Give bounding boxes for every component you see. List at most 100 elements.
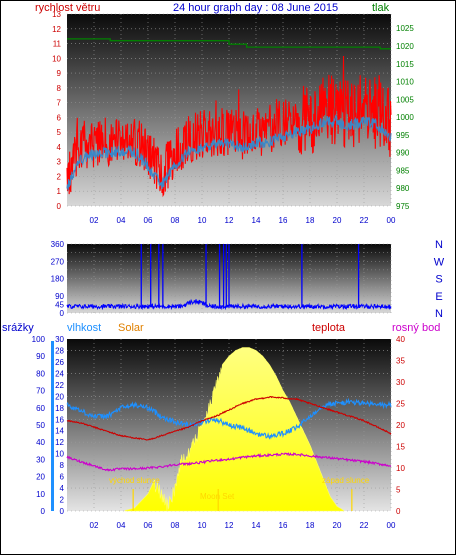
time-tick-label: 04	[117, 216, 126, 225]
pressure-tick-label: 1000	[396, 113, 414, 122]
rain-tick-label: 40	[36, 438, 45, 447]
wind-speed-tick-label: 12	[52, 25, 61, 34]
time-tick-label: 10	[198, 216, 207, 225]
pressure-series	[67, 38, 391, 50]
rain-tick-label: 10	[36, 490, 45, 499]
wind-speed-tick-label: 10	[52, 54, 61, 63]
wind-speed-line	[66, 55, 392, 198]
humidity-tick-label: 6	[60, 473, 65, 482]
temperature-tick-label: 10	[396, 464, 405, 473]
time-tick-label: 12	[225, 216, 234, 225]
cardinal-direction-label: N	[435, 239, 443, 251]
sunrise-label: východ slunce	[109, 476, 160, 485]
time-tick-label: 08	[171, 216, 180, 225]
time-tick-label: 00	[387, 216, 396, 225]
humidity-tick-label: 30	[55, 335, 64, 344]
sunset-label: západ slunce	[322, 476, 370, 485]
wind-direction-series	[66, 244, 392, 311]
direction-tick-label: 45	[55, 300, 64, 309]
temperature-tick-label: 15	[396, 443, 405, 452]
rain-tick-label: 100	[32, 335, 46, 344]
time-tick-label: 06	[144, 216, 153, 225]
time-tick-label: 16	[279, 521, 288, 530]
dewpoint-axis-title: rosný bod	[392, 322, 440, 334]
humidity-tick-label: 26	[55, 358, 64, 367]
rain-axis-title: srážky	[2, 322, 34, 334]
pressure-tick-label: 1005	[396, 95, 414, 104]
humidity-tick-label: 24	[55, 369, 64, 378]
wind-speed-axis-title: rychlost větru	[35, 2, 100, 14]
time-tick-label: 16	[279, 216, 288, 225]
direction-tick-label: 0	[60, 309, 65, 318]
rain-tick-label: 80	[36, 369, 45, 378]
time-tick-label: 08	[171, 521, 180, 530]
pressure-tick-label: 980	[396, 184, 410, 193]
rain-tick-label: 70	[36, 387, 45, 396]
temperature-tick-label: 0	[396, 507, 401, 516]
humidity-tick-label: 12	[55, 438, 64, 447]
time-tick-label: 02	[90, 216, 99, 225]
wind-speed-tick-label: 1	[57, 187, 62, 196]
rain-tick-label: 50	[36, 421, 45, 430]
temperature-line	[66, 396, 392, 441]
wind-speed-tick-label: 6	[57, 113, 62, 122]
temperature-axes: 0102030405060708090100024681012141618202…	[32, 335, 406, 530]
dewpoint-line	[66, 452, 392, 472]
rain-tick-label: 30	[36, 455, 45, 464]
wind-direction-line	[66, 298, 392, 311]
direction-tick-label: 90	[55, 292, 64, 301]
time-tick-label: 20	[333, 216, 342, 225]
time-tick-label: 22	[360, 216, 369, 225]
rain-gauge-bar	[51, 341, 54, 511]
cardinal-direction-label: S	[435, 274, 442, 286]
rain-tick-label: 20	[36, 473, 45, 482]
humidity-tick-label: 4	[60, 484, 65, 493]
humidity-tick-label: 0	[60, 507, 65, 516]
time-tick-label: 06	[144, 521, 153, 530]
time-tick-label: 10	[198, 521, 207, 530]
time-tick-label: 14	[252, 216, 261, 225]
temperature-tick-label: 5	[396, 486, 401, 495]
pressure-tick-label: 1015	[396, 60, 414, 69]
time-tick-label: 14	[252, 521, 261, 530]
time-tick-label: 12	[225, 521, 234, 530]
wind-speed-tick-label: 4	[57, 143, 62, 152]
humidity-tick-label: 14	[55, 427, 64, 436]
time-tick-label: 02	[90, 521, 99, 530]
time-tick-label: 18	[306, 216, 315, 225]
rain-tick-label: 60	[36, 404, 45, 413]
temperature-tick-label: 40	[396, 335, 405, 344]
time-tick-label: 18	[306, 521, 315, 530]
humidity-tick-label: 16	[55, 415, 64, 424]
pressure-tick-label: 985	[396, 166, 410, 175]
temperature-humidity-series	[66, 396, 392, 472]
temperature-tick-label: 20	[396, 421, 405, 430]
temperature-axis-title: teplota	[312, 322, 346, 334]
direction-tick-label: 270	[51, 257, 65, 266]
humidity-tick-label: 22	[55, 381, 64, 390]
humidity-tick-label: 18	[55, 404, 64, 413]
solar-series	[124, 347, 353, 512]
wind-speed-tick-label: 8	[57, 84, 62, 93]
pressure-tick-label: 990	[396, 149, 410, 158]
wind-average-line	[66, 114, 392, 191]
wind-pressure-axes: 0123456789101112139759809859909951000100…	[52, 10, 414, 225]
wind-speed-tick-label: 3	[57, 158, 62, 167]
temperature-tick-label: 35	[396, 357, 405, 366]
wind-speed-tick-label: 0	[57, 202, 62, 211]
time-tick-label: 22	[360, 521, 369, 530]
pressure-line	[67, 38, 391, 50]
cardinal-direction-label: N	[435, 308, 443, 320]
humidity-tick-label: 20	[55, 392, 64, 401]
cardinal-direction-label: W	[434, 256, 445, 268]
solar-axis-title: Solar	[118, 322, 144, 334]
chart-title: 24 hour graph day : 08 June 2015	[173, 2, 338, 14]
humidity-axis-title: vlhkost	[67, 322, 101, 334]
wind-speed-tick-label: 11	[53, 40, 62, 49]
humidity-tick-label: 2	[60, 496, 65, 505]
direction-tick-label: 360	[51, 240, 65, 249]
wind-series	[66, 55, 392, 198]
